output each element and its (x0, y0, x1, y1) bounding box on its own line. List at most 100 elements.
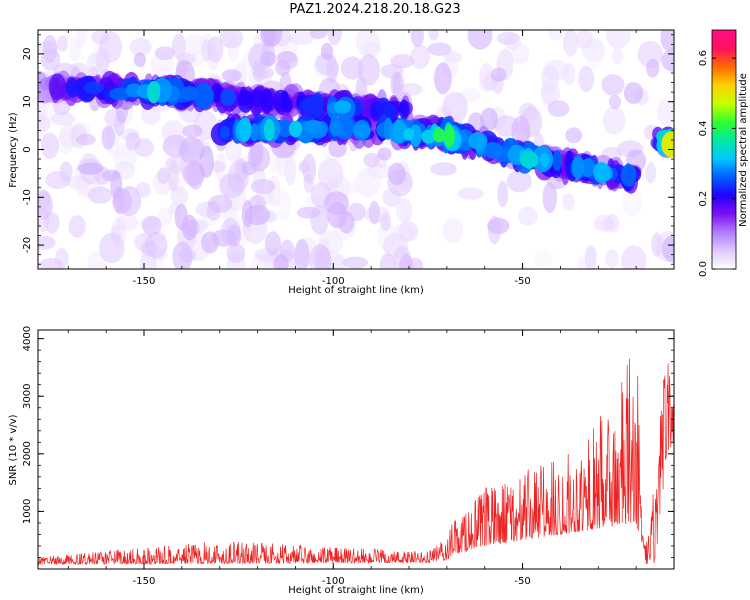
heatmap-cell (226, 243, 246, 263)
y-tick-label: 2000 (22, 441, 33, 466)
heatmap-cell (182, 162, 206, 186)
colorbar-tick-label: 0.6 (698, 50, 709, 66)
heatmap-cell (294, 239, 310, 269)
heatmap-cell (657, 98, 674, 127)
heatmap-cell (129, 37, 152, 57)
heatmap-cell (42, 34, 58, 64)
x-tick-label: -50 (514, 576, 530, 587)
heatmap-cell (288, 31, 315, 45)
heatmap-cell (563, 30, 579, 57)
heatmap-cell (661, 235, 674, 263)
heatmap-cell (57, 35, 68, 52)
heatmap-cell (309, 30, 328, 40)
heatmap-cell (645, 162, 657, 184)
heatmap-cell (75, 133, 96, 146)
heatmap-cell (77, 162, 104, 175)
heatmap-cell (68, 215, 86, 238)
heatmap-cell (157, 167, 170, 185)
heatmap-cell (147, 81, 161, 104)
heatmap-cell (428, 30, 439, 41)
y-tick-label: 1000 (22, 499, 33, 524)
heatmap-cell (621, 245, 647, 269)
heatmap-cell (584, 245, 597, 269)
heatmap-cell (332, 253, 347, 269)
y-tick-label: 4000 (22, 326, 33, 351)
heatmap-cell (226, 224, 242, 247)
heatmap-cell (575, 30, 594, 50)
heatmap-cell (207, 194, 233, 213)
heatmap-cell (443, 51, 463, 63)
heatmap-cell (542, 182, 558, 214)
heatmap-cell (219, 30, 243, 49)
heatmap-cell (303, 119, 322, 135)
snr-series-line (38, 358, 674, 566)
heatmap-cell (496, 31, 520, 45)
heatmap-cell (519, 151, 539, 169)
x-tick-label: -100 (322, 576, 345, 587)
x-tick-label: -150 (133, 576, 156, 587)
heatmap-cell (334, 100, 352, 114)
heatmap-cell (38, 190, 53, 220)
heatmap-cell (133, 52, 146, 68)
heatmap-cell (174, 203, 188, 231)
heatmap-cell (490, 67, 507, 82)
heatmap-cell (541, 64, 560, 92)
heatmap-cell (383, 103, 397, 122)
colorbar-label: Normalized spectral amplitude (738, 73, 749, 227)
heatmap-cell (580, 158, 595, 178)
heatmap-cell (183, 34, 208, 54)
y-tick-label: 20 (22, 48, 33, 61)
heatmap-cell (301, 96, 321, 114)
heatmap-cell (651, 232, 663, 257)
heatmap-cell (182, 124, 203, 138)
heatmap-cell (377, 147, 392, 161)
heatmap-cell (168, 160, 179, 192)
heatmap-cell (340, 56, 364, 80)
heatmap-cell (497, 180, 509, 208)
heatmap-cell (363, 152, 380, 168)
heatmap-cell (75, 30, 88, 47)
heatmap-cell (238, 117, 252, 142)
heatmap-cell (392, 119, 407, 142)
heatmap-cell (622, 187, 643, 217)
heatmap-cell (548, 30, 562, 41)
heatmap-cell (661, 48, 674, 72)
heatmap-cell (284, 154, 297, 186)
heatmap-cell (390, 54, 415, 69)
heatmap-cell (329, 120, 344, 136)
heatmap-cell (552, 149, 562, 172)
heatmap-cell (410, 44, 430, 70)
heatmap-cell (207, 36, 224, 63)
heatmap-cell (427, 42, 452, 56)
heatmap-cell (171, 33, 186, 59)
spectrogram-heatmap (38, 30, 674, 269)
heatmap-cell (561, 193, 575, 211)
heatmap-cell (317, 158, 344, 191)
top-y-axis-label: Frequency (Hz) (8, 112, 19, 188)
heatmap-cell (315, 246, 332, 269)
heatmap-cell (421, 129, 436, 144)
heatmap-cell (125, 132, 141, 151)
heatmap-cell (605, 213, 620, 233)
heatmap-cell (140, 240, 157, 256)
heatmap-cell (199, 145, 215, 178)
heatmap-cell (66, 80, 80, 98)
heatmap-cell (601, 74, 625, 96)
heatmap-cell (59, 161, 73, 183)
heatmap-cell (362, 41, 381, 57)
heatmap-cell (38, 114, 51, 132)
heatmap-cell (326, 54, 338, 85)
bottom-y-axis-label: SNR (10 * v/v) (8, 414, 19, 485)
heatmap-cell (623, 82, 644, 104)
colorbar-tick-label: 0.4 (698, 120, 709, 136)
heatmap-cell (602, 106, 626, 135)
heatmap-cell (178, 136, 205, 164)
heatmap-cell (434, 62, 452, 95)
heatmap-cell (395, 198, 413, 224)
heatmap-cell (249, 123, 259, 142)
heatmap-cell (517, 206, 538, 226)
heatmap-cell (565, 127, 583, 144)
heatmap-cell (442, 91, 468, 124)
heatmap-cell (547, 100, 570, 117)
